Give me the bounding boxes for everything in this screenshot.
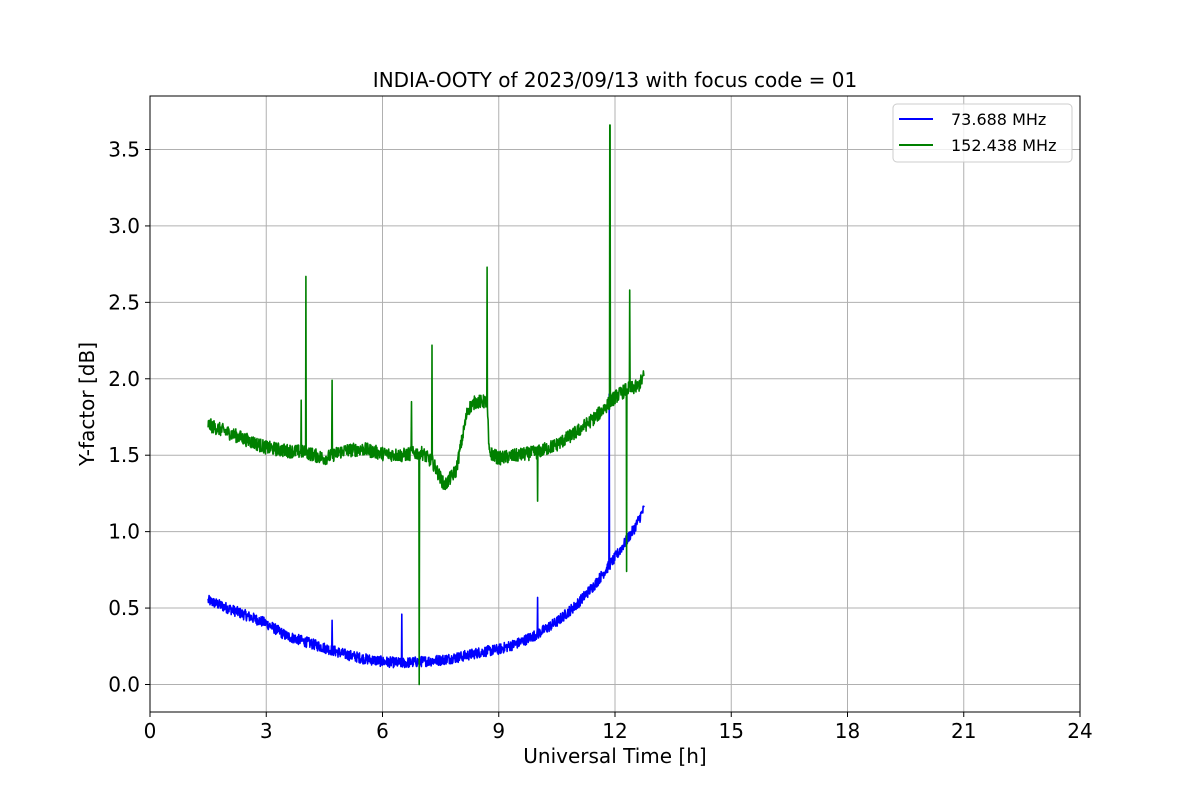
- x-tick-label: 3: [260, 719, 273, 743]
- x-axis-label: Universal Time [h]: [523, 744, 706, 768]
- x-tick-label: 6: [376, 719, 389, 743]
- x-tick-label: 9: [492, 719, 505, 743]
- x-tick-label: 12: [602, 719, 627, 743]
- axis-ticks: 0 3 6 9 12 15 18 21 24 0.0 0.5 1.0 1.5 2.0 2.5 3.0 3.5: [108, 137, 1093, 743]
- y-tick-label: 0.0: [108, 672, 140, 696]
- series-line-2: [207, 124, 645, 686]
- y-tick-label: 1.5: [108, 443, 140, 467]
- y-tick-label: 0.5: [108, 596, 140, 620]
- y-tick-label: 2.0: [108, 367, 140, 391]
- x-tick-label: 18: [835, 719, 860, 743]
- y-tick-label: 1.0: [108, 520, 140, 544]
- y-axis-label: Y-factor [dB]: [75, 342, 99, 467]
- series-line-1: [207, 393, 645, 669]
- x-tick-label: 24: [1067, 719, 1092, 743]
- x-tick-label: 21: [951, 719, 976, 743]
- legend: 73.688 MHz 152.438 MHz: [892, 103, 1073, 163]
- x-tick-label: 15: [719, 719, 744, 743]
- legend-label: 152.438 MHz: [951, 136, 1056, 155]
- legend-label: 73.688 MHz: [951, 110, 1046, 129]
- x-tick-label: 0: [144, 719, 157, 743]
- y-tick-label: 3.0: [108, 214, 140, 238]
- y-tick-label: 3.5: [108, 137, 140, 161]
- legend-box: [892, 103, 1073, 163]
- chart-title: INDIA-OOTY of 2023/09/13 with focus code…: [373, 68, 857, 92]
- series-layer: [207, 124, 645, 686]
- y-tick-label: 2.5: [108, 290, 140, 314]
